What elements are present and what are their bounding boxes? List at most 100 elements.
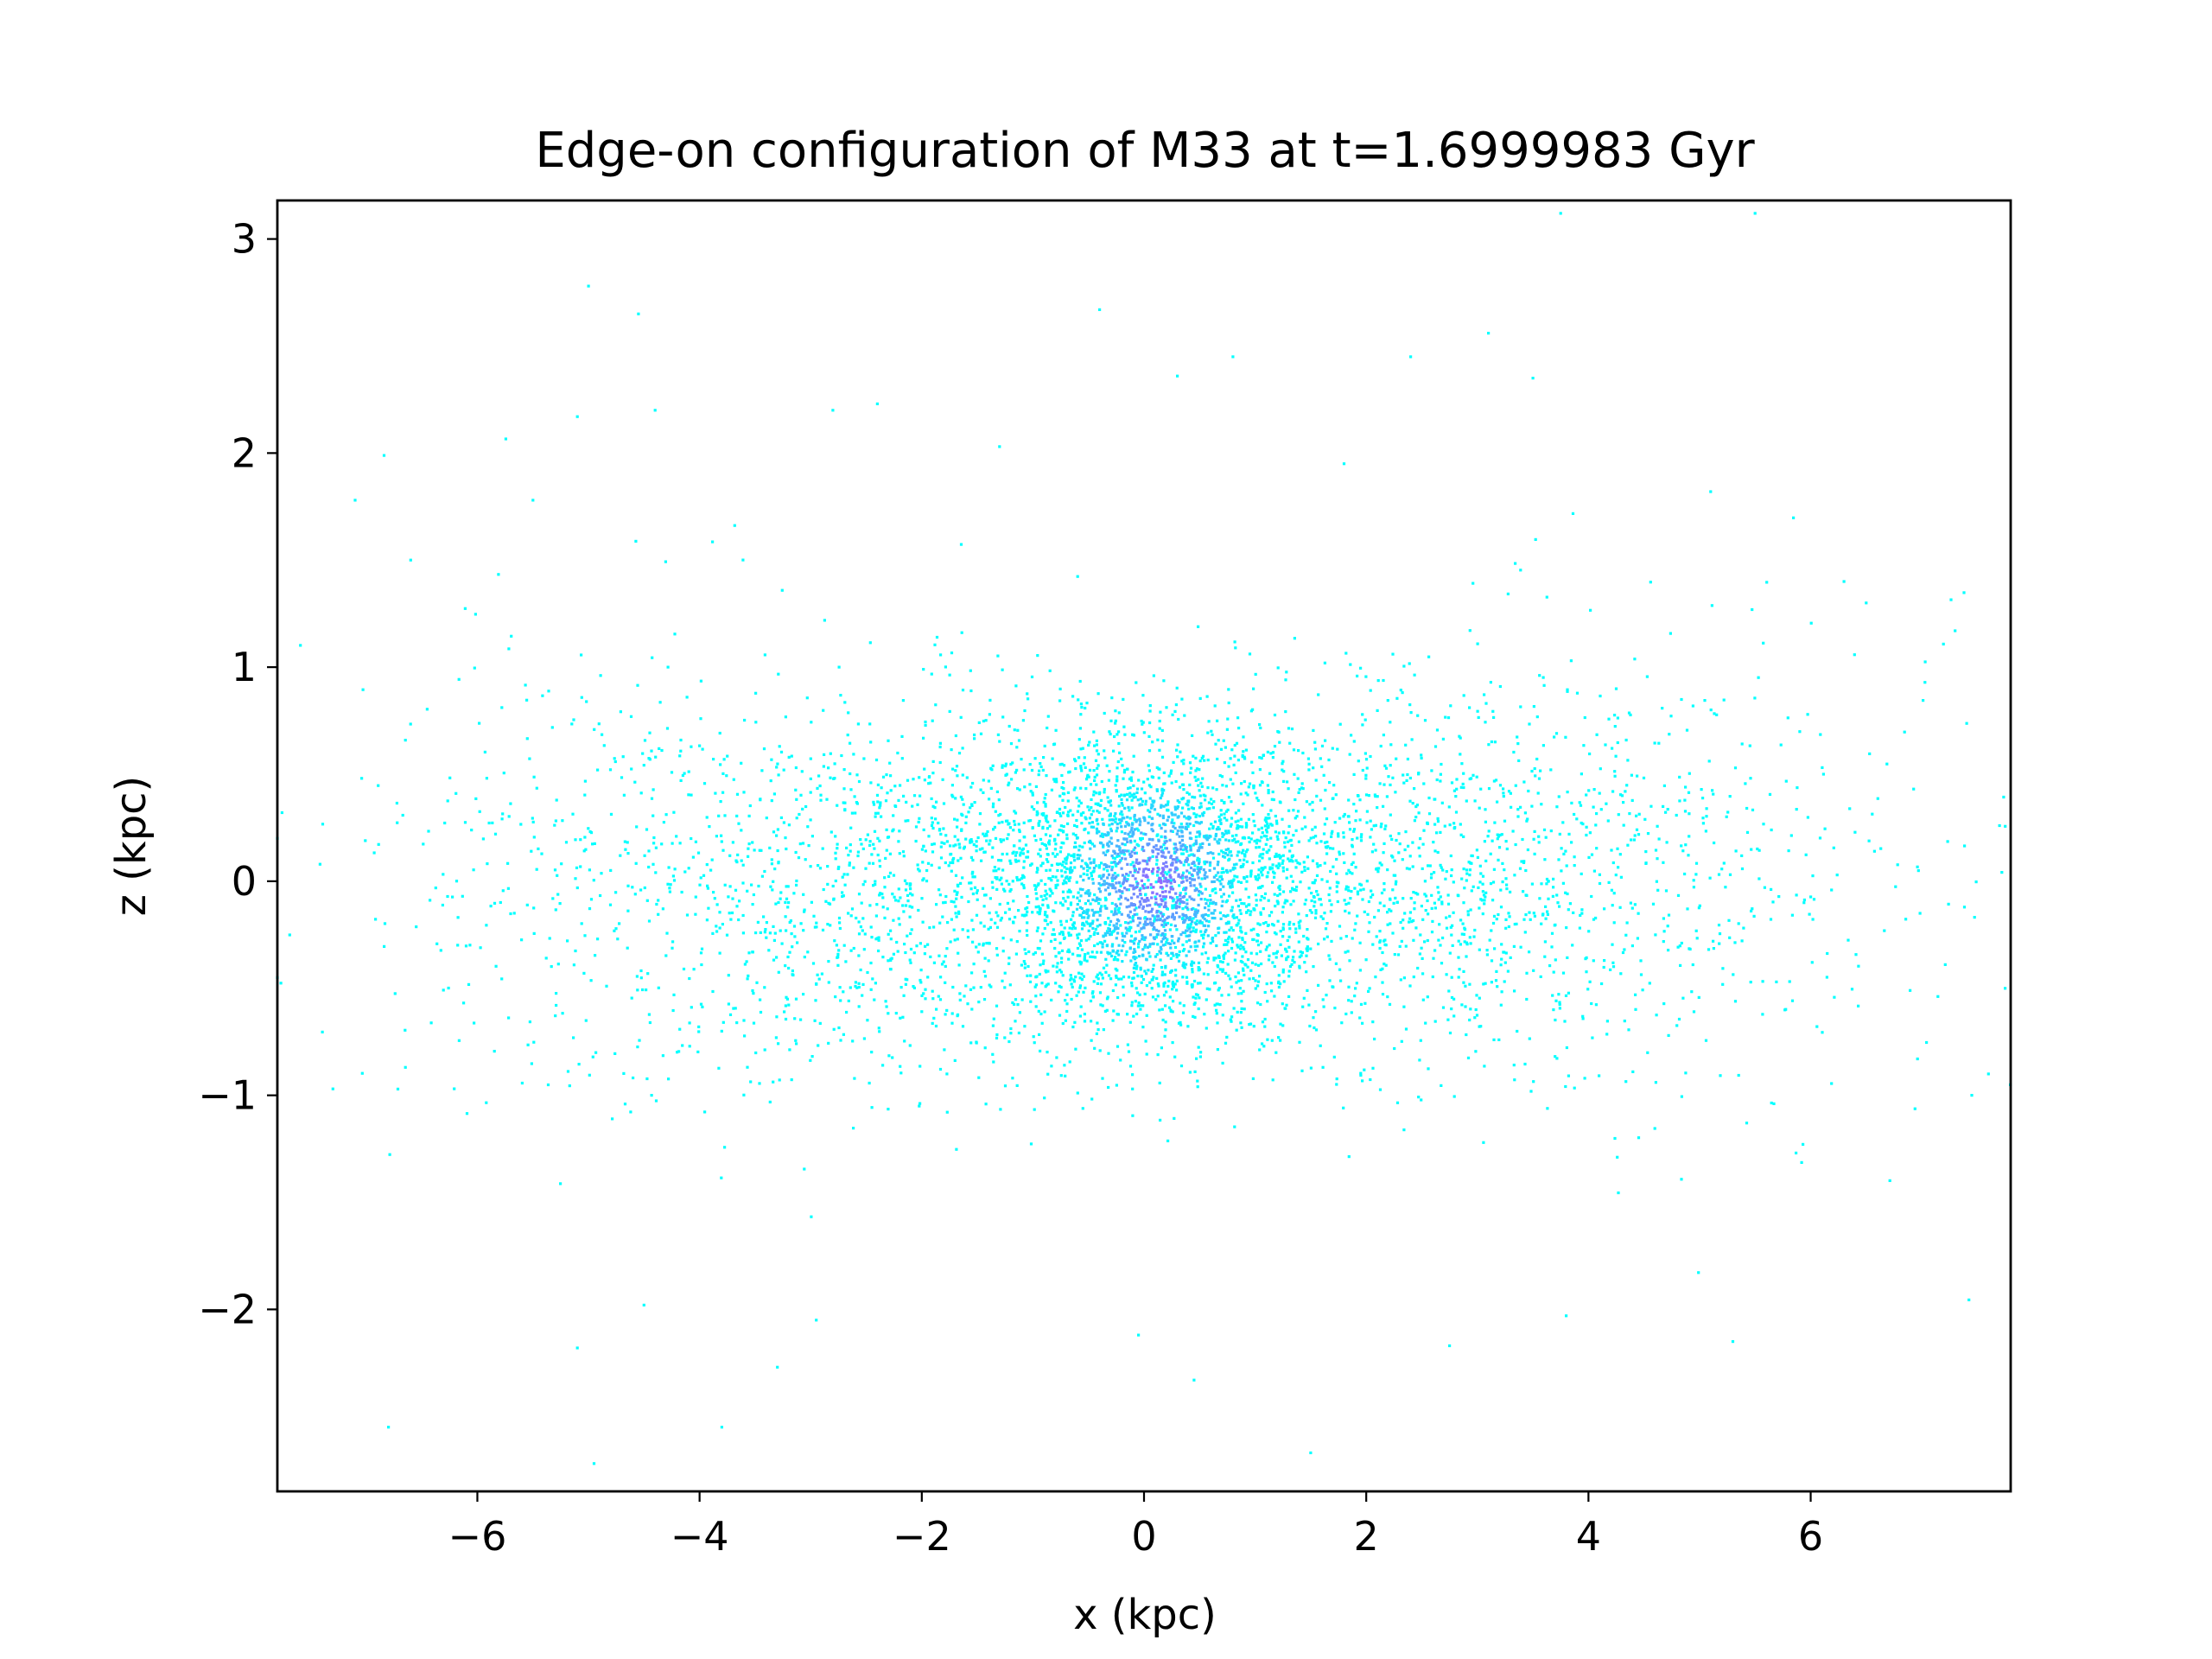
particle-point bbox=[1083, 1020, 1087, 1023]
particle-point bbox=[1567, 832, 1571, 836]
particle-point bbox=[735, 814, 739, 817]
particle-point bbox=[1643, 817, 1647, 821]
particle-point bbox=[1319, 903, 1323, 906]
particle-point bbox=[1160, 835, 1163, 839]
particle-point bbox=[1087, 929, 1090, 932]
particle-point bbox=[1770, 887, 1773, 891]
particle-point bbox=[1226, 808, 1230, 811]
particle-point bbox=[1089, 783, 1093, 786]
particle-point bbox=[1194, 779, 1198, 782]
particle-point bbox=[1263, 1025, 1267, 1028]
particle-point bbox=[1352, 830, 1356, 833]
particle-point bbox=[1141, 848, 1144, 851]
particle-point bbox=[1522, 861, 1526, 864]
particle-point bbox=[1626, 843, 1630, 847]
particle-point bbox=[1017, 739, 1021, 742]
particle-point bbox=[754, 931, 758, 935]
particle-point bbox=[1745, 1122, 1749, 1125]
particle-point bbox=[1662, 861, 1665, 864]
particle-point bbox=[994, 921, 997, 925]
particle-point bbox=[776, 849, 779, 853]
particle-point bbox=[855, 773, 859, 777]
particle-point bbox=[848, 861, 851, 865]
particle-point bbox=[1018, 829, 1021, 832]
particle-point bbox=[1287, 975, 1291, 978]
particle-point bbox=[1097, 902, 1101, 906]
particle-point bbox=[1230, 800, 1233, 804]
particle-point bbox=[1382, 888, 1386, 892]
particle-point bbox=[1125, 849, 1128, 853]
particle-point bbox=[939, 976, 943, 979]
particle-point bbox=[1058, 932, 1062, 936]
particle-point bbox=[699, 679, 702, 683]
particle-point bbox=[1078, 944, 1083, 947]
particle-point bbox=[1291, 860, 1294, 863]
particle-point bbox=[1128, 905, 1131, 908]
particle-point bbox=[1413, 907, 1416, 911]
particle-point bbox=[830, 830, 833, 834]
particle-point bbox=[1273, 745, 1277, 748]
particle-point bbox=[1259, 853, 1262, 856]
particle-point bbox=[1301, 787, 1305, 791]
particle-point bbox=[1744, 782, 1747, 785]
particle-point bbox=[1338, 722, 1342, 726]
particle-point bbox=[668, 887, 671, 890]
particle-point bbox=[1770, 828, 1773, 832]
particle-point bbox=[1240, 1026, 1243, 1029]
particle-point bbox=[727, 895, 730, 899]
particle-point bbox=[1133, 839, 1136, 842]
particle-point bbox=[1261, 874, 1264, 877]
particle-point bbox=[983, 1046, 987, 1050]
particle-point bbox=[1306, 855, 1309, 859]
particle-point bbox=[1214, 834, 1217, 837]
particle-point bbox=[1190, 873, 1193, 876]
particle-point bbox=[1216, 719, 1219, 722]
particle-point bbox=[535, 786, 538, 790]
particle-point bbox=[1034, 785, 1038, 788]
particle-point bbox=[1141, 977, 1146, 982]
particle-point bbox=[1124, 921, 1128, 925]
particle-point bbox=[1294, 829, 1298, 832]
particle-point bbox=[1310, 899, 1313, 903]
particle-point bbox=[711, 540, 715, 543]
particle-point bbox=[1382, 851, 1385, 855]
particle-point bbox=[1009, 887, 1013, 892]
particle-point bbox=[880, 893, 884, 896]
particle-point bbox=[1392, 901, 1395, 905]
particle-point bbox=[1227, 701, 1230, 705]
particle-point bbox=[1630, 906, 1634, 910]
particle-point bbox=[1101, 817, 1104, 821]
particle-point bbox=[1090, 871, 1093, 875]
particle-point bbox=[1487, 830, 1491, 833]
particle-point bbox=[1160, 898, 1163, 901]
particle-point bbox=[1413, 819, 1416, 823]
particle-point bbox=[969, 839, 972, 842]
particle-point bbox=[1082, 922, 1085, 925]
particle-point bbox=[1444, 715, 1447, 719]
particle-point bbox=[772, 792, 776, 796]
particle-point bbox=[786, 955, 790, 959]
particle-point bbox=[1303, 816, 1306, 819]
particle-point bbox=[1402, 897, 1405, 900]
particle-point bbox=[931, 1021, 934, 1025]
particle-point bbox=[721, 849, 725, 852]
particle-point bbox=[1095, 791, 1098, 795]
particle-point bbox=[801, 842, 805, 845]
particle-point bbox=[1021, 847, 1025, 850]
particle-point bbox=[1039, 894, 1043, 898]
particle-point bbox=[1172, 825, 1175, 829]
particle-point bbox=[848, 863, 851, 867]
particle-point bbox=[1344, 887, 1348, 891]
particle-point bbox=[1147, 821, 1150, 825]
particle-point bbox=[1406, 772, 1409, 777]
particle-point bbox=[1256, 798, 1260, 803]
particle-point bbox=[1402, 664, 1406, 668]
particle-point bbox=[1224, 838, 1228, 842]
particle-point bbox=[1164, 932, 1167, 937]
particle-point bbox=[849, 986, 852, 989]
particle-point bbox=[1400, 939, 1403, 943]
particle-point bbox=[1122, 777, 1125, 780]
particle-point bbox=[849, 826, 853, 830]
particle-point bbox=[952, 928, 956, 931]
particle-point bbox=[1075, 825, 1078, 829]
